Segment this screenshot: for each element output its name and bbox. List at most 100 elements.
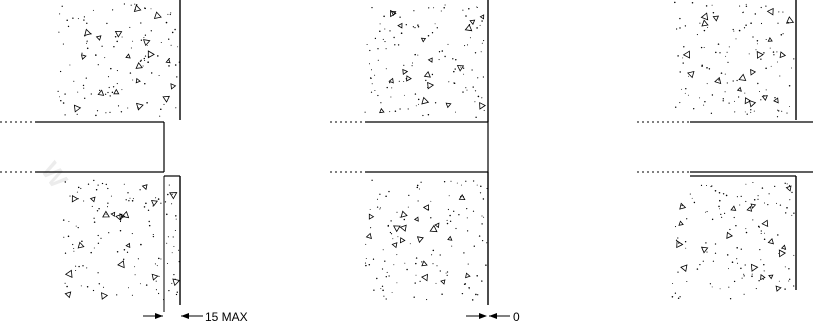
concrete-dot (62, 102, 65, 104)
concrete-dot (703, 104, 705, 106)
concrete-dot (466, 230, 469, 232)
concrete-dot (434, 102, 437, 104)
concrete-dot (143, 37, 145, 39)
concrete-dot (691, 197, 693, 199)
concrete-dot (414, 93, 417, 95)
concrete-dot (158, 74, 160, 77)
concrete-dot (440, 10, 442, 12)
concrete-dot (164, 201, 167, 203)
concrete-dot (677, 237, 679, 239)
concrete-dot (725, 55, 727, 57)
concrete-aggregate (458, 193, 466, 201)
concrete-aggregate (712, 15, 720, 22)
concrete-aggregate (768, 274, 774, 280)
concrete-dot (381, 268, 384, 270)
concrete-dot (700, 184, 703, 187)
concrete-dot (155, 197, 157, 199)
concrete-dot (396, 211, 398, 213)
concrete-aggregate (64, 269, 73, 278)
concrete-dot (704, 100, 706, 103)
concrete-dot (462, 91, 464, 93)
concrete-dot (696, 268, 699, 270)
concrete-dot (370, 91, 373, 93)
concrete-dot (116, 251, 119, 253)
concrete-dot (66, 285, 68, 288)
concrete-dot (475, 293, 477, 296)
concrete-dot (435, 282, 437, 284)
concrete-dot (481, 239, 484, 242)
concrete-dot (167, 236, 169, 238)
concrete-aggregate (391, 242, 398, 249)
concrete-dot (482, 198, 485, 200)
concrete-aggregate (756, 50, 764, 59)
concrete-aggregate (456, 65, 465, 72)
concrete-dot (116, 83, 118, 85)
concrete-dot (677, 271, 679, 273)
concrete-dot (714, 252, 717, 254)
concrete-dot (415, 274, 417, 276)
concrete-dot (373, 289, 375, 291)
concrete-dot (733, 280, 736, 283)
concrete-dot (477, 7, 478, 8)
concrete-dot (472, 86, 474, 88)
concrete-aggregate (714, 76, 722, 85)
concrete-dot (691, 2, 694, 4)
concrete-dot (131, 294, 133, 296)
concrete-dot (757, 225, 760, 228)
concrete-dot (734, 111, 736, 113)
concrete-dot (736, 196, 738, 198)
concrete-dot (482, 76, 485, 78)
concrete-dot (431, 73, 434, 76)
concrete-dot (681, 204, 683, 207)
concrete-dot (481, 215, 483, 217)
concrete-dot (422, 114, 424, 117)
concrete-dot (729, 228, 731, 231)
panel-projecting-concrete-top (674, 1, 795, 118)
concrete-dot (466, 44, 469, 46)
concrete-dot (674, 226, 677, 228)
concrete-dot (756, 43, 758, 45)
concrete-aggregate (750, 263, 759, 272)
concrete-dot (468, 288, 470, 290)
concrete-dot (143, 57, 145, 60)
concrete-dot (778, 280, 780, 282)
concrete-dot (733, 30, 735, 32)
concrete-dot (750, 111, 752, 113)
concrete-dot (441, 293, 443, 295)
concrete-dot (432, 263, 434, 265)
concrete-dot (77, 91, 79, 93)
concrete-dot (388, 190, 390, 193)
concrete-dot (129, 197, 131, 199)
concrete-dot (105, 112, 107, 114)
concrete-dot (743, 273, 745, 275)
concrete-dot (789, 278, 791, 280)
concrete-dot (722, 193, 725, 195)
concrete-dot (109, 111, 111, 113)
concrete-aggregate (421, 96, 430, 105)
concrete-dot (364, 111, 366, 113)
concrete-dot (685, 247, 687, 249)
concrete-dot (772, 51, 775, 53)
concrete-dot (454, 68, 456, 70)
panel-flush-dim-label: 0 (513, 310, 520, 324)
concrete-dot (788, 85, 791, 87)
concrete-aggregate (761, 95, 768, 101)
concrete-dot (383, 15, 385, 18)
concrete-dot (760, 259, 762, 261)
concrete-dot (682, 62, 684, 64)
concrete-dot (364, 262, 367, 264)
concrete-aggregate (479, 102, 486, 110)
concrete-dot (368, 63, 371, 65)
concrete-dot (113, 45, 115, 48)
concrete-dot (176, 76, 178, 78)
concrete-aggregate (135, 77, 141, 84)
concrete-dot (466, 217, 468, 219)
concrete-dot (778, 110, 780, 112)
concrete-aggregate (125, 53, 131, 59)
concrete-dot (369, 49, 371, 52)
concrete-dot (480, 51, 482, 53)
concrete-aggregate (750, 203, 757, 209)
concrete-aggregate (748, 99, 757, 108)
concrete-aggregate (101, 292, 109, 300)
concrete-dot (384, 260, 386, 262)
